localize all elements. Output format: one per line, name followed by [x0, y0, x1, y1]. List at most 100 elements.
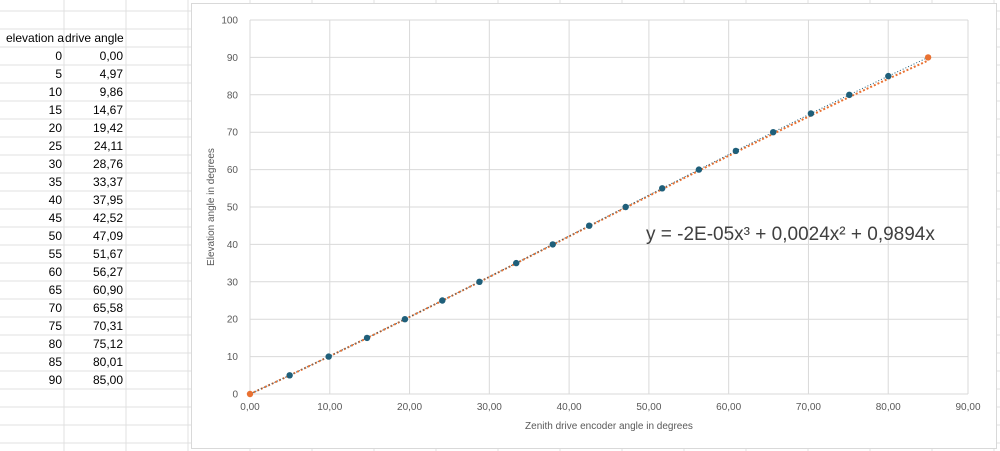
table-row: 50 47,09	[0, 227, 130, 245]
table-row: 20 19,42	[0, 119, 130, 137]
data-point[interactable]	[401, 316, 409, 323]
cell-drive-angle[interactable]: 14,67	[92, 103, 123, 117]
y-tick-label: 30	[227, 277, 239, 288]
table-row: 0 0,00	[0, 47, 130, 65]
cell-elevation[interactable]: 40	[48, 193, 62, 207]
table-row: 80 75,12	[0, 335, 130, 353]
cell-drive-angle[interactable]: 19,42	[92, 121, 123, 135]
scatter-chart: 0,00 10,00 20,00 30,00 40,00 50,00 60,00 70,00 8…	[206, 16, 981, 433]
cell-elevation[interactable]: 75	[48, 319, 62, 333]
endpoint-marker[interactable]	[924, 54, 932, 61]
trendline-equation[interactable]: y = -2E-05x³ + 0,0024x² + 0,9894x	[646, 224, 935, 245]
data-point[interactable]	[286, 372, 293, 379]
table-row: 40 37,95	[0, 191, 130, 209]
cell-elevation[interactable]: 50	[48, 229, 62, 243]
table-row: 55 51,67	[0, 245, 130, 263]
cell-drive-angle[interactable]: 65,58	[92, 301, 123, 315]
x-tick-label: 30,00	[477, 402, 502, 413]
cell-drive-angle[interactable]: 42,52	[92, 211, 123, 225]
data-point[interactable]	[439, 297, 446, 304]
y-tick-label: 90	[227, 53, 239, 64]
x-tick-label: 0,00	[240, 402, 260, 413]
data-point[interactable]	[769, 129, 777, 136]
cell-elevation[interactable]: 5	[55, 67, 62, 81]
x-tick-label: 50,00	[636, 402, 661, 413]
cell-drive-angle[interactable]: 37,95	[92, 193, 123, 207]
y-tick-label: 80	[227, 90, 239, 101]
x-tick-label: 80,00	[876, 402, 901, 413]
cell-elevation[interactable]: 80	[48, 337, 62, 351]
chart-area[interactable]: 0,00 10,00 20,00 30,00 40,00 50,00 60,00 70,00 8…	[191, 3, 997, 449]
endpoint-marker[interactable]	[246, 390, 254, 398]
trendline	[249, 59, 929, 395]
data-point[interactable]	[586, 222, 593, 229]
table-row: 30 28,76	[0, 155, 130, 173]
table-header: elevation a drive angle	[0, 29, 130, 47]
cell-elevation[interactable]: 25	[48, 139, 62, 153]
x-tick-label: 20,00	[397, 402, 422, 413]
data-point[interactable]	[732, 147, 740, 155]
cell-drive-angle[interactable]: 33,37	[92, 175, 123, 189]
cell-drive-angle[interactable]: 60,90	[92, 283, 123, 297]
table-row: 65 60,90	[0, 281, 130, 299]
y-tick-label: 100	[221, 16, 238, 27]
cell-drive-angle[interactable]: 28,76	[92, 157, 123, 171]
data-point[interactable]	[885, 72, 892, 80]
data-point[interactable]	[325, 353, 332, 360]
cell-elevation[interactable]: 55	[48, 247, 62, 261]
cell-elevation[interactable]: 45	[48, 211, 62, 225]
data-point[interactable]	[846, 91, 853, 99]
cell-elevation[interactable]: 35	[48, 175, 62, 189]
table-row: 10 9,86	[0, 83, 130, 101]
table-row: 90 85,00	[0, 371, 130, 389]
cell-elevation[interactable]: 0	[55, 49, 62, 63]
x-tick-label: 90,00	[955, 402, 980, 413]
cell-drive-angle[interactable]: 80,01	[92, 355, 123, 369]
cell-elevation[interactable]: 85	[48, 355, 62, 369]
cell-elevation[interactable]: 30	[48, 157, 62, 171]
data-point[interactable]	[513, 259, 520, 267]
y-tick-label: 0	[232, 390, 238, 401]
y-tick-label: 40	[227, 240, 239, 251]
cell-drive-angle[interactable]: 47,09	[92, 229, 123, 243]
cell-drive-angle[interactable]: 24,11	[93, 139, 123, 153]
data-point[interactable]	[363, 334, 371, 342]
cell-elevation[interactable]: 90	[48, 373, 62, 387]
y-tick-label: 50	[227, 203, 239, 214]
cell-drive-angle[interactable]: 70,31	[92, 319, 123, 333]
table-row: 45 42,52	[0, 209, 130, 227]
cell-elevation[interactable]: 20	[48, 121, 62, 135]
cell-drive-angle[interactable]: 51,67	[92, 247, 123, 261]
x-axis-title: Zenith drive encoder angle in degrees	[525, 421, 693, 432]
cell-drive-angle[interactable]: 4,97	[99, 67, 123, 81]
cell-drive-angle[interactable]: 0,00	[99, 49, 123, 63]
data-point[interactable]	[549, 241, 556, 248]
cell-drive-angle[interactable]: 9,86	[99, 85, 123, 99]
cell-drive-angle[interactable]: 75,12	[92, 337, 123, 351]
x-tick-label: 60,00	[716, 402, 741, 413]
table-row: 35 33,37	[0, 173, 130, 191]
cell-drive-angle[interactable]: 85,00	[92, 373, 123, 387]
y-tick-label: 10	[227, 352, 239, 363]
data-point[interactable]	[476, 278, 483, 285]
header-elevation[interactable]: elevation a	[6, 31, 64, 45]
table-row: 25 24,11	[0, 137, 130, 155]
data-point[interactable]	[695, 166, 703, 173]
data-point[interactable]	[807, 110, 815, 117]
cell-drive-angle[interactable]: 56,27	[92, 265, 123, 279]
cell-elevation[interactable]: 60	[48, 265, 62, 279]
table-row: 60 56,27	[0, 263, 130, 281]
cell-elevation[interactable]: 15	[48, 103, 62, 117]
x-tick-label: 70,00	[796, 402, 821, 413]
data-point[interactable]	[659, 185, 666, 192]
x-tick-label: 10,00	[317, 402, 342, 413]
table-row: 75 70,31	[0, 317, 130, 335]
header-drive-angle[interactable]: drive angle	[65, 31, 124, 45]
cell-elevation[interactable]: 10	[48, 85, 62, 99]
data-point[interactable]	[622, 203, 629, 211]
y-tick-label: 70	[227, 128, 239, 139]
cell-elevation[interactable]: 70	[48, 301, 62, 315]
cell-elevation[interactable]: 65	[48, 283, 62, 297]
y-axis-title: Elevation angle in degrees	[206, 148, 217, 266]
table-row: 70 65,58	[0, 299, 130, 317]
